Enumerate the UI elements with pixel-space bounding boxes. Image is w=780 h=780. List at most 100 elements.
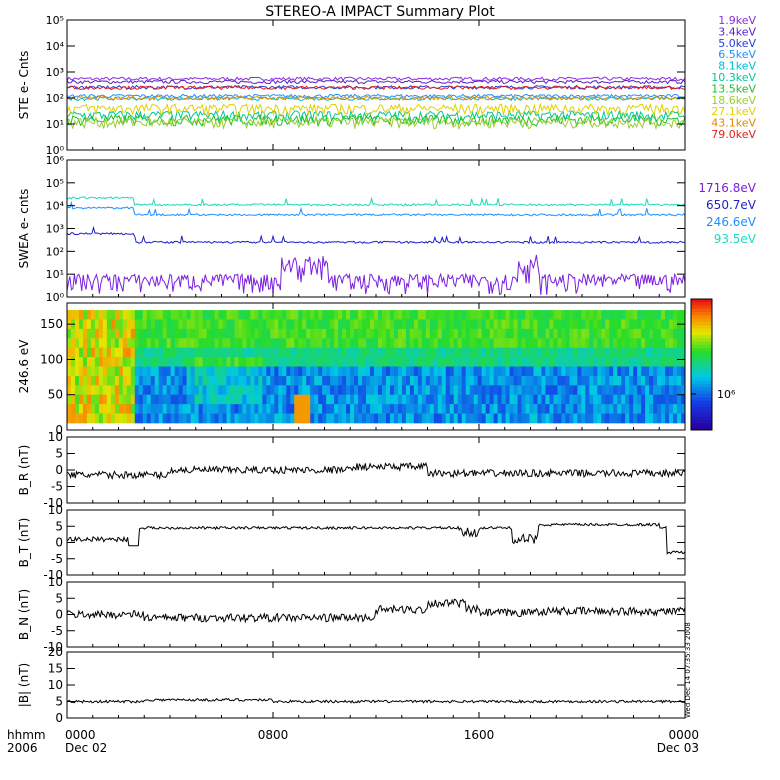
pad-cell (74, 375, 80, 386)
pad-cell (505, 357, 510, 367)
pad-cell (154, 347, 160, 358)
pad-cell (222, 385, 227, 396)
pad-cell (529, 394, 534, 405)
pad-cell (162, 319, 168, 330)
pad-cell (67, 357, 72, 367)
pad-cell (389, 413, 395, 424)
pad-cell (437, 347, 443, 358)
ste-ytick-label: 10² (46, 92, 64, 105)
pad-cell (637, 366, 642, 377)
pad-cell (266, 375, 271, 386)
pad-cell (473, 394, 479, 405)
pad-cell (409, 413, 415, 424)
pad-cell (405, 328, 411, 339)
pad-cell (637, 328, 642, 339)
pad-cell (290, 413, 295, 424)
bn-series-line (66, 598, 686, 624)
pad-cell (653, 347, 658, 358)
pad-cell (493, 366, 499, 377)
pad-cell (67, 366, 72, 377)
pad-cell (533, 385, 538, 396)
pad-cell (385, 319, 391, 330)
pad-cell (106, 310, 112, 320)
pad-cell (625, 347, 630, 358)
pad-cell (461, 338, 467, 349)
colorbar-segment (691, 328, 712, 333)
pad-cell (170, 310, 176, 320)
pad-cell (206, 338, 211, 349)
pad-cell (589, 357, 594, 367)
pad-cell (250, 357, 255, 367)
pad-cell (461, 385, 467, 396)
pad-cell (677, 375, 682, 386)
pad-cell (78, 404, 84, 414)
pad-cell (246, 413, 251, 424)
pad-cell (198, 319, 203, 330)
pad-cell (465, 347, 471, 358)
pad-cell (569, 328, 574, 339)
pad-cell (250, 319, 255, 330)
pad-cell (625, 366, 630, 377)
pad-cell (389, 394, 395, 405)
pad-cell (589, 338, 594, 349)
pad-cell (138, 413, 144, 424)
pad-cell (366, 385, 371, 396)
pad-cell (609, 319, 614, 330)
pad-cell (461, 319, 467, 330)
pad-cell (597, 366, 602, 377)
pad-cell (298, 319, 303, 330)
pad-cell (286, 404, 291, 414)
pad-cell (469, 338, 475, 349)
pad-cell (266, 310, 271, 320)
pad-cell (286, 338, 291, 349)
pad-cell (98, 338, 104, 349)
pad-cell (74, 328, 80, 339)
ste-legend-entry: 6.5keV (718, 48, 756, 61)
pad-cell (425, 357, 431, 367)
pad-cell (118, 347, 124, 358)
pad-cell (597, 413, 602, 424)
pad-cell (234, 347, 239, 358)
pad-cell (617, 357, 622, 367)
pad-cell (202, 413, 207, 424)
pad-cell (573, 394, 578, 405)
pad-cell (413, 394, 419, 405)
pad-cell (409, 347, 415, 358)
pad-cell (633, 413, 638, 424)
pad-cell (182, 413, 188, 424)
pad-cell (381, 413, 387, 424)
pad-cell (338, 338, 343, 349)
pad-cell (90, 310, 96, 320)
pad-cell (593, 385, 598, 396)
pad-cell (74, 394, 80, 405)
pad-cell (222, 328, 227, 339)
pad-cell (90, 328, 96, 339)
pad-cell (74, 319, 80, 330)
ste-legend-entry: 3.4keV (718, 25, 756, 38)
pad-cell (457, 319, 463, 330)
pad-cell (645, 319, 650, 330)
pad-cell (170, 394, 176, 405)
pad-cell (346, 385, 351, 396)
pad-cell (98, 385, 104, 396)
pad-cell (362, 357, 367, 367)
pad-cell (322, 413, 327, 424)
pad-cell (74, 338, 80, 349)
pad-cell (561, 328, 566, 339)
pad-cell (190, 413, 195, 424)
pad-cell (633, 394, 638, 405)
pad-cell (545, 319, 550, 330)
bt-ytick-label: 5 (55, 519, 63, 533)
pad-cell (194, 319, 199, 330)
pad-cell (294, 319, 299, 330)
pad-cell (262, 319, 267, 330)
pad-cell (665, 357, 670, 367)
pad-cell (649, 375, 654, 386)
pad-cell (673, 328, 678, 339)
pad-cell (286, 357, 291, 367)
pad-cell (202, 319, 207, 330)
pad-cell (198, 404, 203, 414)
pad-cell (489, 404, 495, 414)
pad-cell (346, 310, 351, 320)
pad-cell (533, 404, 538, 414)
